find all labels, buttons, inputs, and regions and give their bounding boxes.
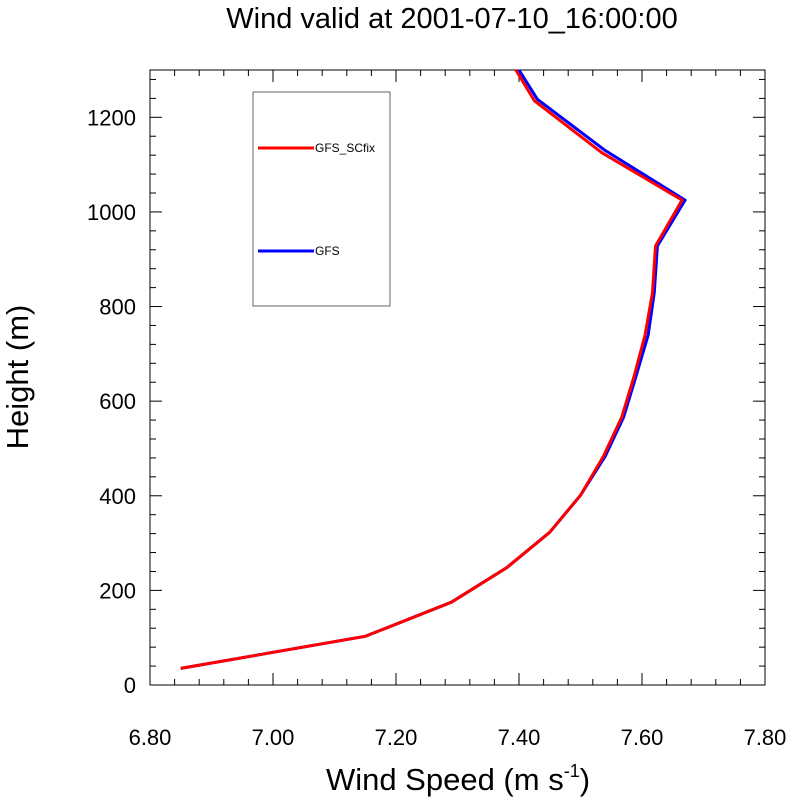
- chart-title: Wind valid at 2001-07-10_16:00:00: [226, 3, 677, 35]
- legend-box: [252, 91, 391, 307]
- x-tick-label: 7.40: [498, 725, 541, 750]
- x-axis-label-main: Wind Speed (m s: [326, 762, 564, 797]
- series-lines: [180, 69, 687, 670]
- minor-ticks: [150, 70, 765, 685]
- y-tick-label: 800: [99, 295, 136, 320]
- y-tick-label: 1000: [87, 200, 136, 225]
- major-ticks: [149, 70, 766, 686]
- y-tick-label: 1200: [87, 105, 136, 130]
- series-line-gfs-scfix: [180, 69, 684, 670]
- x-axis-label-close: ): [580, 762, 590, 797]
- y-tick-labels: 0 200 400 600 800 1000 1200: [87, 105, 136, 698]
- x-axis-label: Wind Speed (m s-1): [326, 761, 590, 797]
- plot-frame: [149, 69, 766, 686]
- y-tick-label: 200: [99, 578, 136, 603]
- x-axis-label-superscript: -1: [564, 761, 580, 781]
- x-tick-label: 7.80: [744, 725, 787, 750]
- x-tick-label: 7.20: [375, 725, 418, 750]
- x-tick-labels: 6.80 7.00 7.20 7.40 7.60 7.80: [129, 725, 787, 750]
- y-tick-label: 600: [99, 389, 136, 414]
- x-tick-label: 7.60: [621, 725, 664, 750]
- y-tick-label: 0: [124, 673, 136, 698]
- x-tick-label: 7.00: [252, 725, 295, 750]
- y-tick-label: 400: [99, 484, 136, 509]
- legend-label-gfs-scfix: GFS_SCfix: [315, 141, 375, 155]
- x-tick-label: 6.80: [129, 725, 172, 750]
- legend-label-gfs: GFS: [315, 244, 340, 258]
- y-axis-label: Height (m): [0, 305, 35, 450]
- legend: GFS_SCfix GFS: [252, 91, 391, 307]
